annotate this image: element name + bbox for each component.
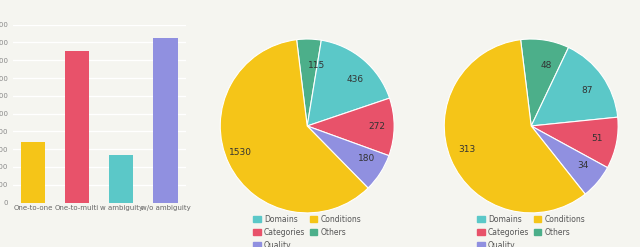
Legend: Domains, Categories, Quality, Conditions, Others: Domains, Categories, Quality, Conditions…	[474, 212, 588, 247]
Wedge shape	[307, 40, 390, 126]
Text: 313: 313	[458, 145, 475, 154]
Bar	[109, 155, 134, 203]
Text: 87: 87	[581, 86, 593, 95]
Text: 180: 180	[358, 154, 376, 164]
Bar	[65, 51, 89, 203]
Text: 436: 436	[347, 75, 364, 84]
Wedge shape	[296, 39, 321, 126]
Text: 51: 51	[591, 134, 602, 143]
Text: 48: 48	[541, 62, 552, 70]
Wedge shape	[444, 40, 585, 213]
Legend: Domains, Categories, Quality, Conditions, Others: Domains, Categories, Quality, Conditions…	[250, 212, 364, 247]
Text: 1530: 1530	[229, 148, 252, 157]
Wedge shape	[220, 40, 368, 213]
Wedge shape	[531, 47, 618, 126]
Bar	[154, 38, 178, 203]
Bar	[20, 142, 45, 203]
Wedge shape	[520, 39, 568, 126]
Text: 34: 34	[578, 161, 589, 170]
Wedge shape	[531, 117, 618, 168]
Wedge shape	[307, 98, 394, 156]
Text: 115: 115	[308, 61, 326, 70]
Text: 272: 272	[368, 122, 385, 131]
Wedge shape	[531, 126, 607, 194]
Wedge shape	[307, 126, 389, 188]
